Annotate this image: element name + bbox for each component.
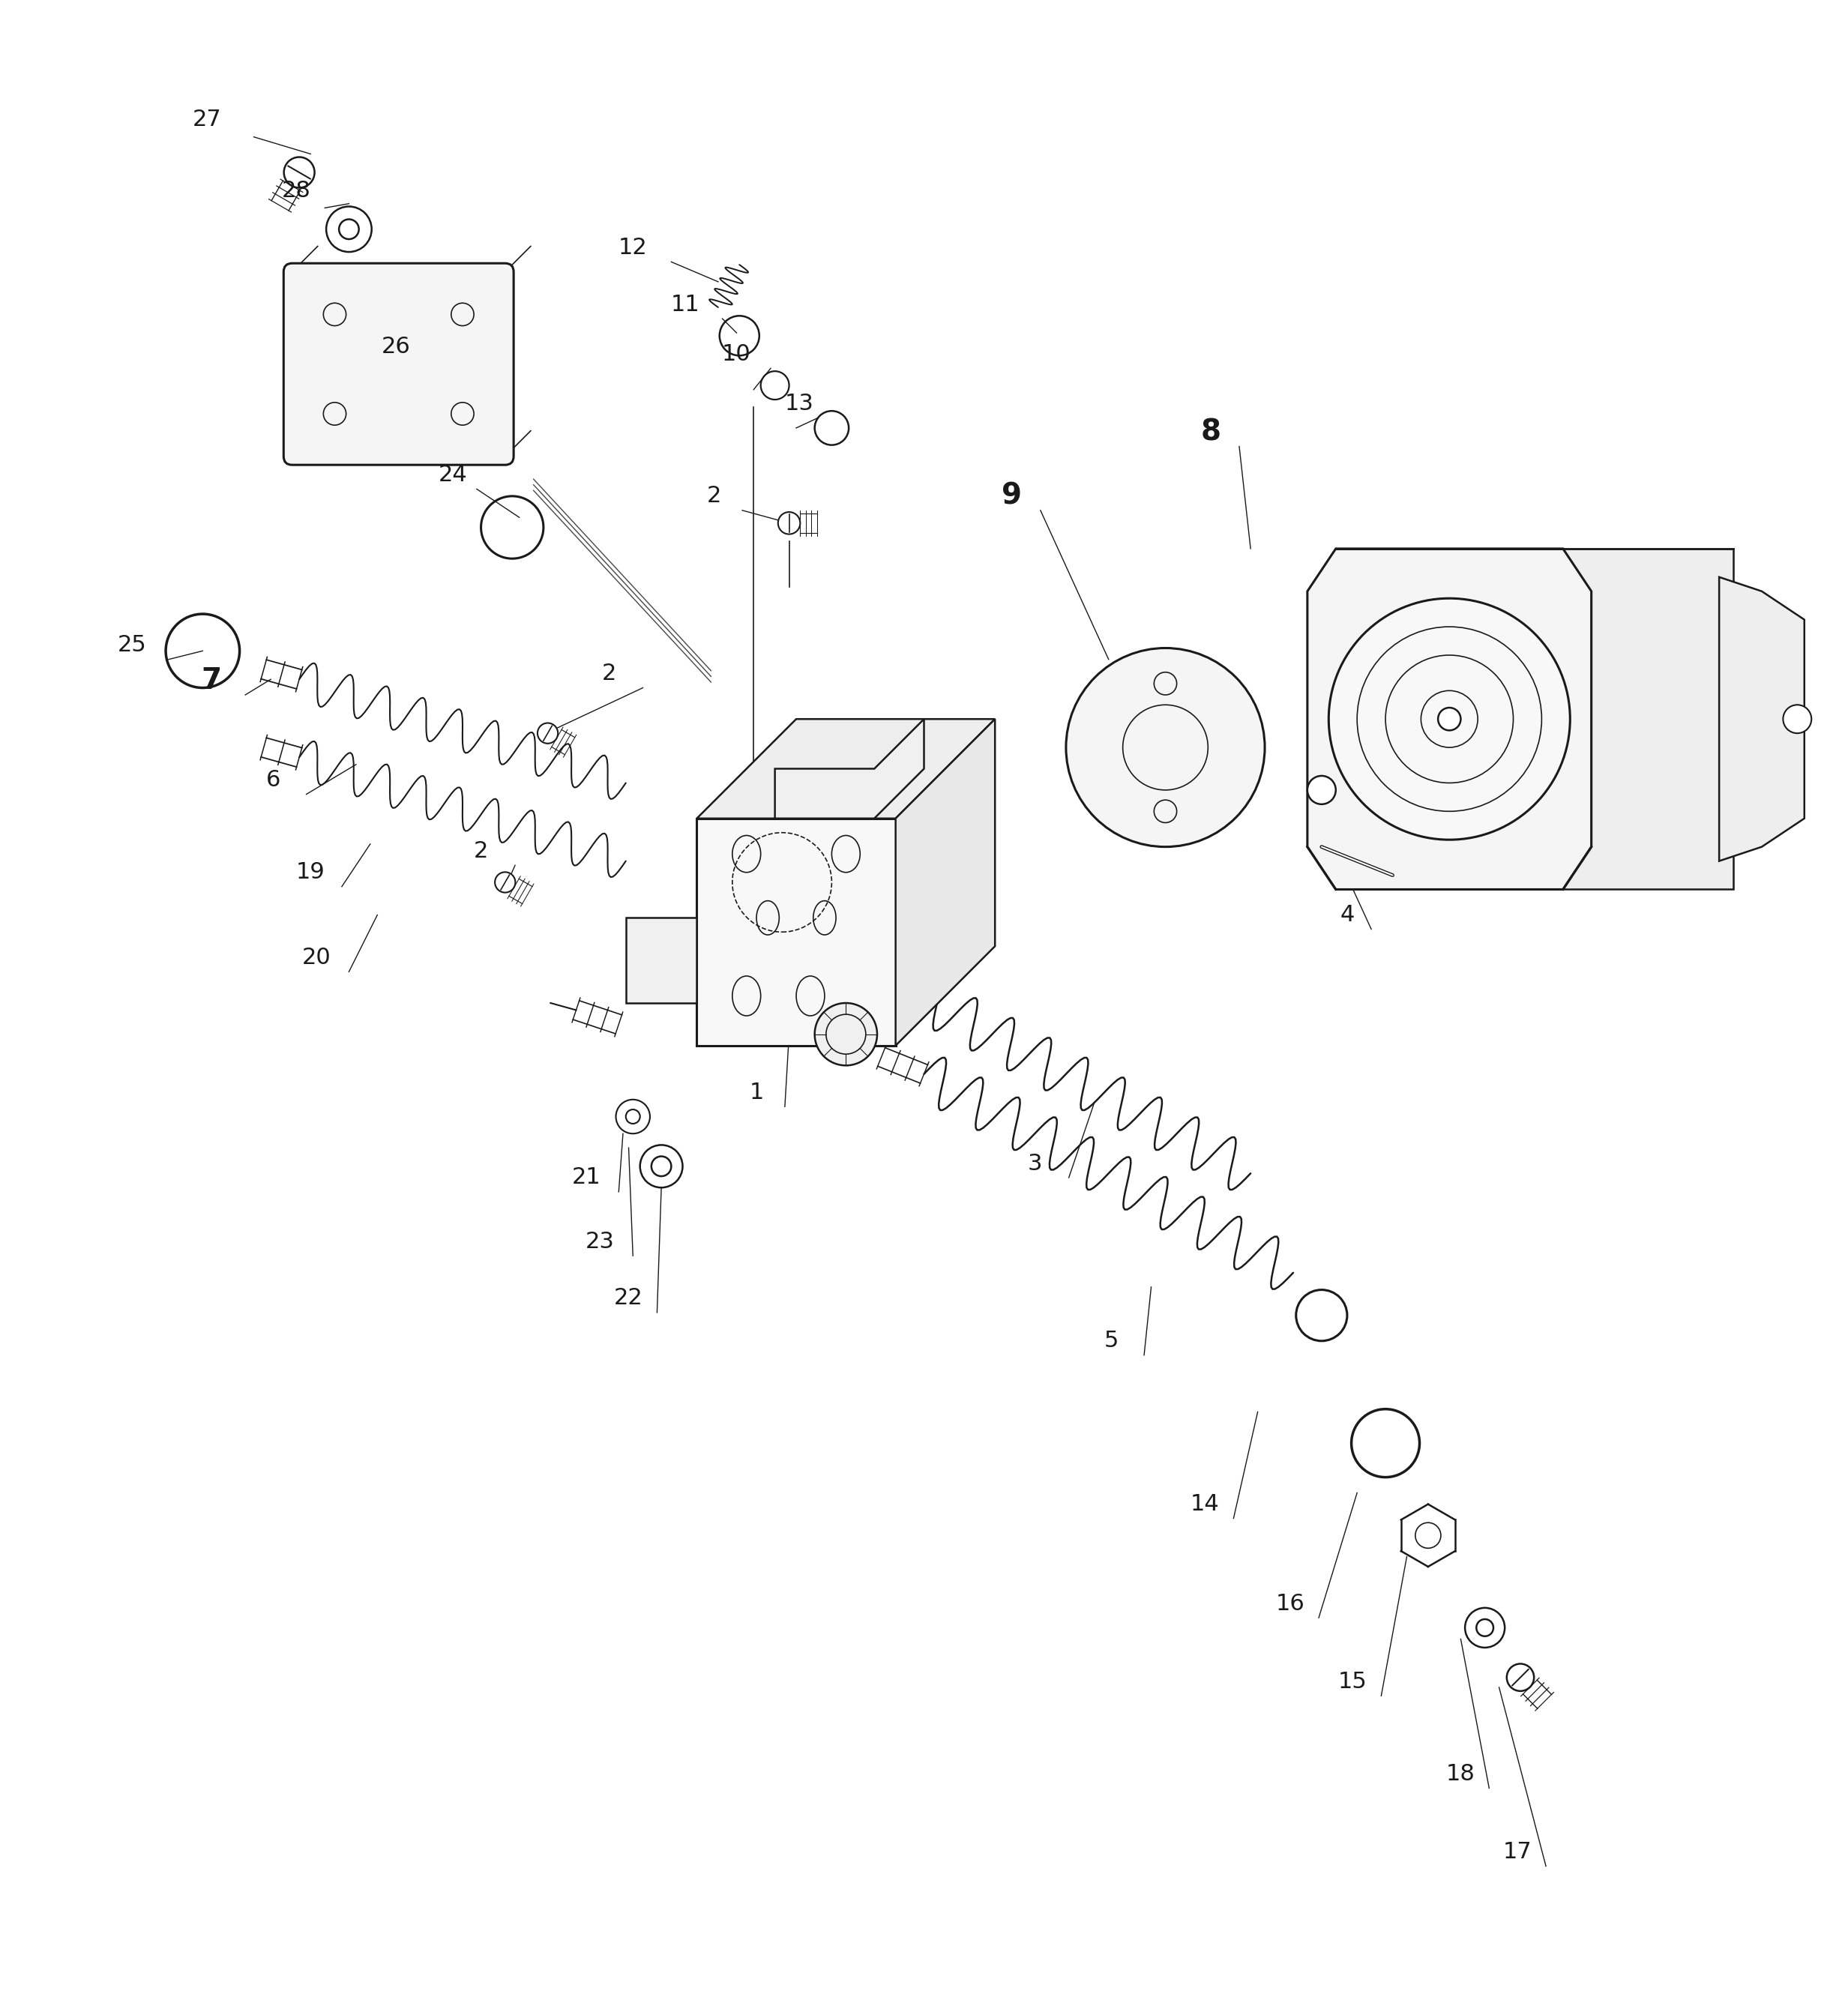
Text: 2: 2 — [473, 841, 488, 863]
Circle shape — [1329, 598, 1571, 841]
Circle shape — [1465, 1609, 1504, 1647]
Text: 22: 22 — [614, 1288, 643, 1310]
Circle shape — [1783, 704, 1811, 734]
Text: 26: 26 — [381, 337, 410, 357]
Text: 13: 13 — [784, 393, 813, 415]
Text: 18: 18 — [1447, 1763, 1475, 1785]
Text: 10: 10 — [723, 343, 750, 365]
Circle shape — [778, 512, 800, 534]
Circle shape — [1307, 776, 1336, 804]
Text: 17: 17 — [1502, 1842, 1532, 1864]
Polygon shape — [626, 919, 697, 1003]
Text: 7: 7 — [201, 666, 222, 694]
Text: 15: 15 — [1338, 1671, 1368, 1693]
Text: 19: 19 — [296, 861, 325, 883]
Text: 8: 8 — [1201, 417, 1222, 447]
Text: 11: 11 — [671, 293, 700, 315]
Text: 9: 9 — [1002, 481, 1022, 510]
Polygon shape — [1719, 578, 1804, 861]
Text: 1: 1 — [748, 1081, 763, 1103]
Text: 6: 6 — [266, 768, 281, 790]
Polygon shape — [774, 718, 924, 818]
Circle shape — [327, 207, 371, 253]
Text: 12: 12 — [619, 237, 647, 259]
Circle shape — [815, 1003, 878, 1065]
Circle shape — [1438, 708, 1460, 730]
Text: 2: 2 — [601, 662, 615, 684]
Text: 24: 24 — [438, 463, 468, 485]
Circle shape — [615, 1099, 650, 1133]
Circle shape — [639, 1145, 682, 1188]
Text: 3: 3 — [1027, 1153, 1042, 1174]
Polygon shape — [1506, 550, 1733, 889]
Text: 27: 27 — [192, 108, 222, 130]
Circle shape — [1066, 648, 1264, 847]
Circle shape — [626, 1109, 639, 1123]
Text: 4: 4 — [1340, 905, 1355, 927]
Text: 20: 20 — [301, 947, 331, 969]
Text: 21: 21 — [571, 1167, 601, 1188]
FancyBboxPatch shape — [283, 263, 514, 465]
Polygon shape — [896, 718, 994, 1045]
Circle shape — [285, 156, 314, 189]
Circle shape — [338, 219, 359, 239]
Circle shape — [1506, 1663, 1534, 1691]
Polygon shape — [1307, 550, 1591, 889]
Text: 5: 5 — [1103, 1330, 1118, 1352]
Circle shape — [538, 722, 558, 744]
Text: 14: 14 — [1190, 1492, 1220, 1515]
Text: 23: 23 — [586, 1230, 615, 1252]
Circle shape — [495, 873, 516, 893]
Polygon shape — [697, 718, 994, 818]
Text: 25: 25 — [116, 634, 146, 656]
Circle shape — [1477, 1619, 1493, 1637]
Circle shape — [650, 1155, 671, 1176]
Text: 16: 16 — [1275, 1593, 1305, 1615]
Polygon shape — [697, 818, 896, 1045]
Text: 28: 28 — [281, 181, 310, 203]
Text: 2: 2 — [706, 485, 721, 508]
